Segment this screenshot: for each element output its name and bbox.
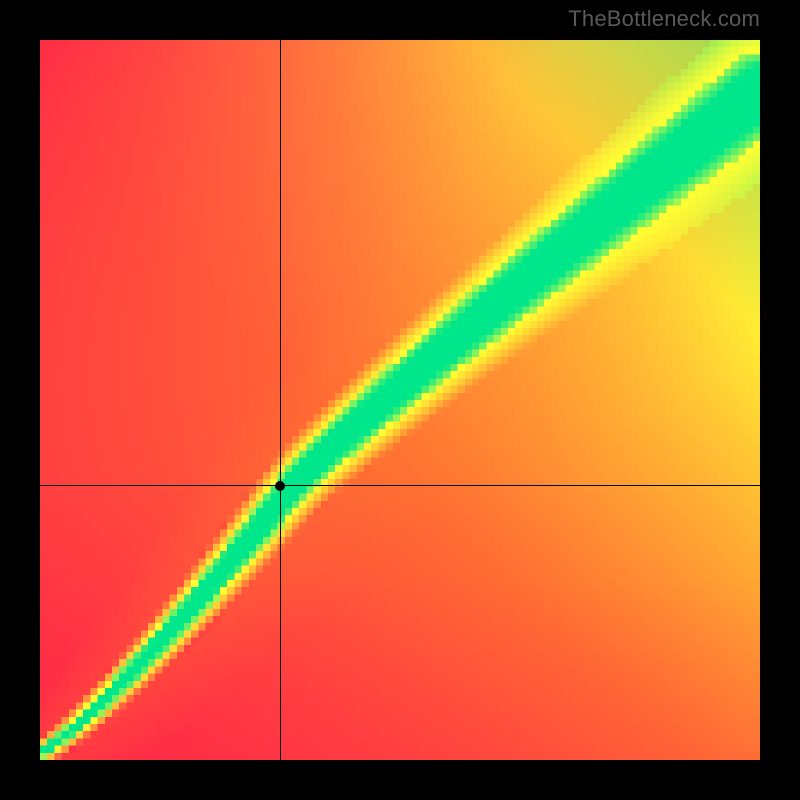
selection-marker [275, 481, 285, 491]
crosshair-vertical [280, 40, 281, 760]
bottleneck-heatmap [40, 40, 760, 760]
watermark-text: TheBottleneck.com [568, 6, 760, 32]
crosshair-horizontal [40, 485, 760, 486]
